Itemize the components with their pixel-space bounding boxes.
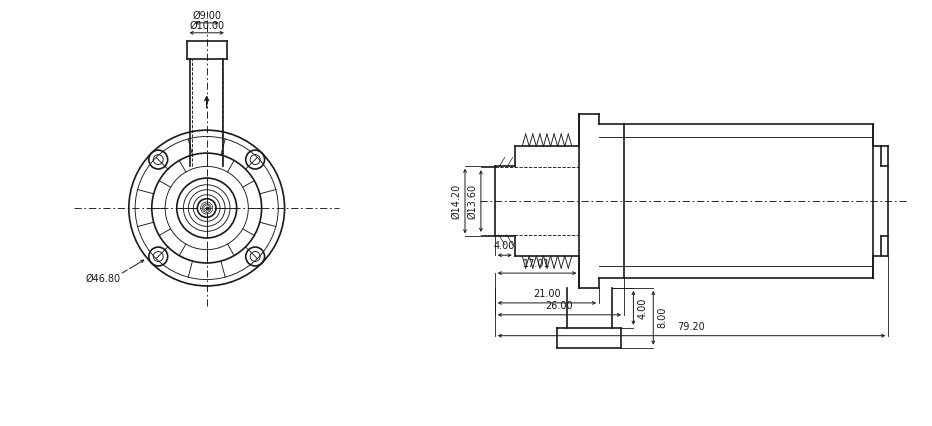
Text: 21.00: 21.00 [533, 289, 561, 299]
Text: 4.00: 4.00 [494, 241, 515, 251]
Text: Ø13.60: Ø13.60 [467, 184, 477, 219]
Text: 17.01: 17.01 [523, 259, 551, 269]
Text: Ø46.80: Ø46.80 [85, 274, 120, 284]
Text: Ø14.20: Ø14.20 [451, 184, 461, 219]
Text: 79.20: 79.20 [678, 322, 706, 332]
Text: Ø10.00: Ø10.00 [189, 21, 225, 31]
Text: 8.00: 8.00 [657, 307, 667, 328]
Text: 26.00: 26.00 [545, 301, 573, 311]
Text: 4.00: 4.00 [637, 297, 648, 319]
Text: Ø9.00: Ø9.00 [192, 11, 221, 21]
